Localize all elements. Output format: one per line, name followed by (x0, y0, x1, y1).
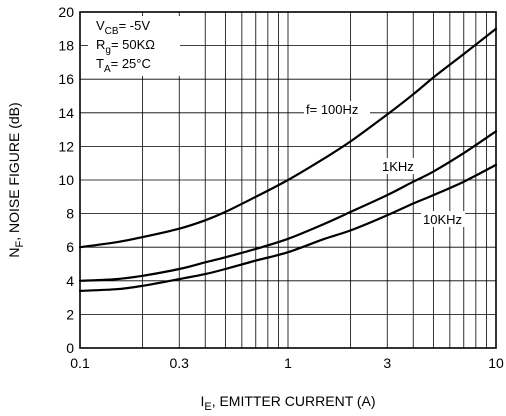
y-tick-label: 20 (58, 4, 74, 20)
y-tick-label: 14 (58, 105, 74, 121)
series-label-1khz-text: 1KHz (382, 159, 414, 174)
y-tick-label: 6 (66, 239, 74, 255)
y-tick-label: 8 (66, 206, 74, 222)
y-tick-label: 10 (58, 172, 74, 188)
series-line-2 (78, 163, 498, 292)
x-tick-label: 3 (383, 355, 391, 371)
y-tick-label: 0 (66, 340, 74, 356)
grid (80, 12, 496, 348)
y-tick-label: 2 (66, 306, 74, 322)
x-tick-label: 0.3 (170, 355, 190, 371)
y-axis-title: NF, NOISE FIGURE (dB) (6, 102, 26, 257)
series-label-100hz-text: f= 100Hz (306, 102, 358, 117)
series-line-0 (78, 27, 498, 249)
x-tick-label: 1 (284, 355, 292, 371)
series-line-1 (78, 130, 498, 282)
curves (78, 27, 498, 292)
series-label-1khz: 1KHz (380, 158, 416, 174)
series-label-10khz-text: 10KHz (423, 212, 462, 227)
y-tick-label: 4 (66, 273, 74, 289)
series-label-100hz: f= 100Hz (304, 101, 370, 117)
y-tick-label: 12 (58, 138, 74, 154)
x-tick-label: 0.1 (70, 355, 90, 371)
condition-ta: TA= 25°C (96, 56, 151, 75)
condition-vcb: VCB= -5V (96, 18, 150, 37)
x-tick-label: 10 (488, 355, 504, 371)
plot-frame (79, 11, 497, 349)
tick-labels: 0 2 4 6 8 10 12 14 16 18 20 0.1 0.3 1 3 10 (58, 4, 504, 371)
series-label-10khz: 10KHz (421, 211, 465, 227)
x-axis-title: IE, EMITTER CURRENT (A) (200, 393, 375, 413)
y-tick-label: 18 (58, 38, 74, 54)
condition-rg: Rg= 50KΩ (96, 37, 155, 56)
y-tick-label: 16 (58, 71, 74, 87)
conditions-legend: VCB= -5V Rg= 50KΩ TA= 25°C (88, 16, 180, 76)
